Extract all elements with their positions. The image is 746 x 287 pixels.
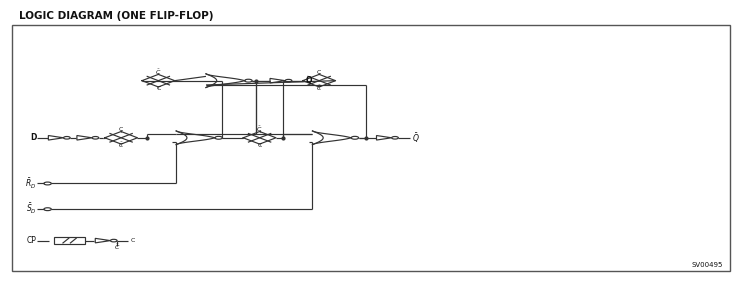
Text: $\bar{Q}$: $\bar{Q}$ <box>412 131 419 145</box>
Text: $\bar{C}$: $\bar{C}$ <box>155 68 161 77</box>
Text: D: D <box>30 133 37 142</box>
Text: $\bar{S}_D$: $\bar{S}_D$ <box>25 202 37 216</box>
Text: CP: CP <box>27 236 37 245</box>
Text: C: C <box>317 70 322 75</box>
Text: C: C <box>131 238 135 243</box>
Text: LOGIC DIAGRAM (ONE FLIP-FLOP): LOGIC DIAGRAM (ONE FLIP-FLOP) <box>19 11 214 21</box>
Text: C: C <box>257 143 262 148</box>
Bar <box>12 25 730 271</box>
Text: $\bar{C}$: $\bar{C}$ <box>257 125 263 134</box>
Text: C: C <box>119 127 123 132</box>
Text: $\bar{C}$: $\bar{C}$ <box>316 84 322 93</box>
Text: Q: Q <box>305 76 312 85</box>
Bar <box>54 237 85 244</box>
Text: C: C <box>156 86 160 91</box>
Text: $\bar{C}$: $\bar{C}$ <box>118 141 125 150</box>
Text: $\bar{C}$: $\bar{C}$ <box>114 243 120 252</box>
Text: $\bar{R}_D$: $\bar{R}_D$ <box>25 177 37 191</box>
Text: SV00495: SV00495 <box>692 262 723 268</box>
